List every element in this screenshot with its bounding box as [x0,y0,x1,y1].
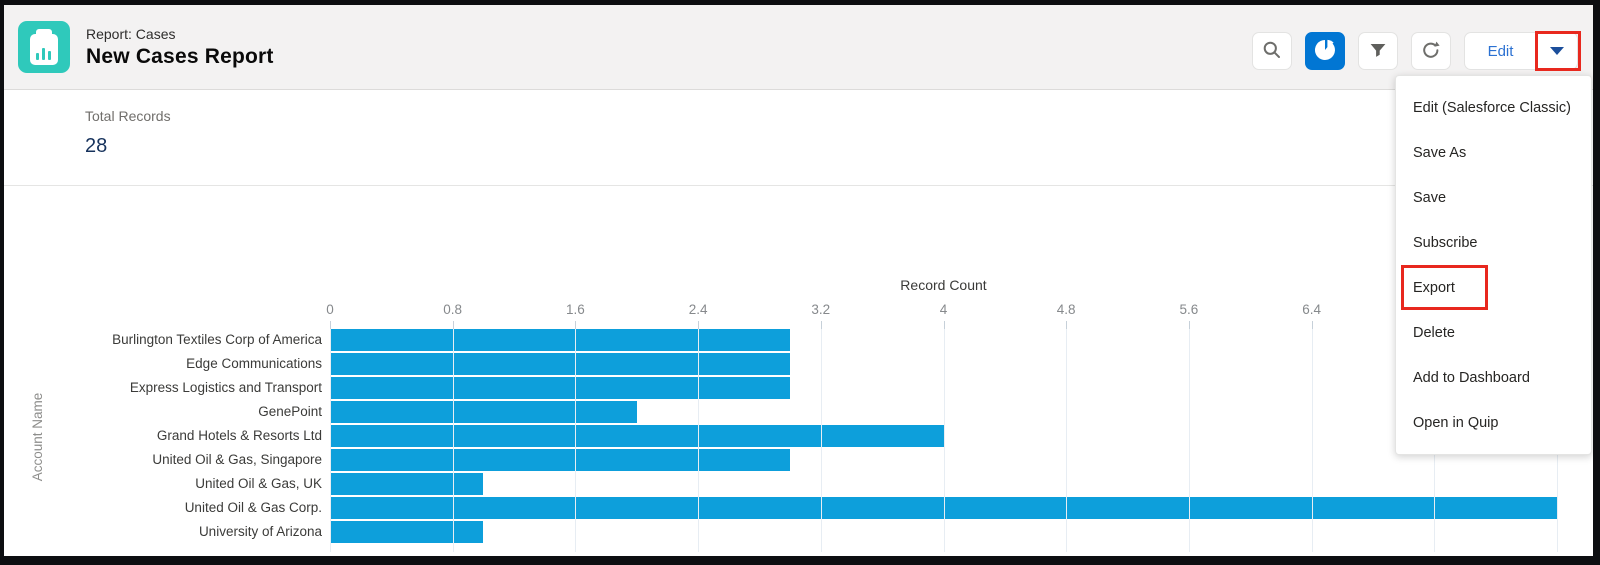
bar-row [330,472,1557,496]
x-axis-tickmark [452,321,454,329]
bar-series [330,328,1557,544]
search-button[interactable] [1252,32,1292,70]
filter-button[interactable] [1358,32,1398,70]
category-label: Edge Communications [186,356,322,371]
gridline [698,328,700,552]
gridline [575,328,577,552]
x-axis-tick-label: 2.4 [688,302,708,317]
category-label: Grand Hotels & Resorts Ltd [156,428,322,443]
menu-item-export[interactable]: Export [1413,279,1455,296]
bar-row [330,328,1557,352]
gridline [820,328,822,552]
bar-8[interactable] [330,521,484,543]
edit-button[interactable]: Edit [1465,33,1536,69]
bar-row [330,448,1557,472]
bar-1[interactable] [330,353,791,375]
menu-item-subscribe[interactable]: Subscribe [1413,234,1478,251]
category-label: United Oil & Gas Corp. [184,500,322,515]
x-axis-tick-label: 4.8 [1056,302,1076,317]
bar-0[interactable] [330,329,791,351]
toggle-chart-button[interactable] [1305,32,1345,70]
category-label: Express Logistics and Transport [129,380,322,395]
x-axis-tick-label: 3.2 [811,302,831,317]
category-label: GenePoint [258,404,322,419]
bar-row [330,376,1557,400]
category-label: United Oil & Gas, Singapore [152,452,322,467]
record-type-label: Report: Cases [86,25,176,42]
dropdown-caret-button[interactable] [1536,33,1577,69]
x-axis-tickmark [330,321,331,329]
x-axis-tickmark [1066,321,1068,329]
x-axis-tickmark [575,321,577,329]
menu-item-add-to-dashboard[interactable]: Add to Dashboard [1413,369,1530,386]
filter-funnel-icon [1368,40,1388,63]
x-axis-tick-label: 0 [326,302,334,317]
x-axis-tick-label: 5.6 [1179,302,1199,317]
report-icon-clipboard-tab [36,29,52,38]
menu-item-open-in-quip[interactable]: Open in Quip [1413,414,1499,431]
bar-4[interactable] [330,425,944,447]
pie-chart-icon [1314,39,1336,64]
bar-3[interactable] [330,401,637,423]
menu-item-save[interactable]: Save [1413,189,1447,206]
bar-2[interactable] [330,377,791,399]
total-records-value: 28 [85,135,108,157]
x-axis-tickmark [1311,321,1313,329]
x-axis-tick-label: 1.6 [566,302,585,317]
edit-button-group: Edit [1464,32,1578,70]
gridline [1188,328,1190,552]
x-axis-tickmark [943,321,945,329]
chart-plot-area [330,321,1558,552]
gridline [1311,328,1313,552]
bar-row [330,520,1557,544]
bar-6[interactable] [330,473,484,495]
y-axis-category-labels: Burlington Textiles Corp of America Edge … [64,328,322,544]
gridline [943,328,945,552]
gridline [1066,328,1068,552]
report-actions-menu: Edit (Salesforce Classic) Save As Save Subs… [1395,75,1592,455]
x-axis-tickmark [820,321,822,329]
chart-title: Record Count [900,277,987,293]
bar-row [330,352,1557,376]
gridline [452,328,454,552]
menu-item-delete[interactable]: Delete [1413,324,1455,341]
refresh-icon [1421,40,1441,63]
bar-row [330,400,1557,424]
chevron-down-icon [1550,47,1564,55]
section-divider [4,185,1593,186]
x-axis-tickmark [1188,321,1190,329]
refresh-button[interactable] [1411,32,1451,70]
category-label: United Oil & Gas, UK [195,476,322,491]
y-axis-title: Account Name [30,392,45,482]
menu-item-edit-salesforce-classic[interactable]: Edit (Salesforce Classic) [1413,99,1571,116]
summary-panel: Total Records 28 [85,108,171,158]
menu-item-save-as[interactable]: Save As [1413,144,1467,161]
x-axis-tickmark [698,321,700,329]
x-axis: 0 0.8 1.6 2.4 3.2 4 4.8 5.6 6.4 [326,302,1557,320]
report-toolbar: Edit [1252,32,1578,70]
report-icon [18,21,70,73]
search-icon [1262,40,1282,63]
gridline [330,328,331,552]
bar-5[interactable] [330,449,791,471]
bar-row [330,424,1557,448]
total-records-label: Total Records [85,108,171,124]
x-axis-tick-label: 0.8 [443,302,463,317]
page-title: New Cases Report [86,44,274,68]
category-label: Burlington Textiles Corp of America [112,332,322,347]
header-titles: Report: Cases New Cases Report [86,26,274,69]
category-label: University of Arizona [198,524,322,539]
x-axis-tick-label: 6.4 [1302,302,1321,317]
x-axis-tick-label: 4 [939,302,948,317]
report-icon-clipboard-body [30,34,58,65]
